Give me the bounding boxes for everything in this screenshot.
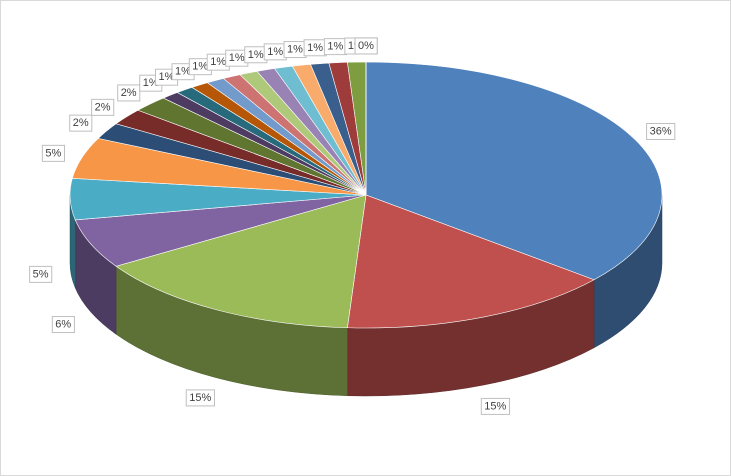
- data-labels: 36%15%15%6%5%5%2%2%2%1% 1% 1% 1% 1% 1% 1% 1% 1% 1…: [29, 37, 676, 415]
- data-label: 1%: [210, 56, 226, 68]
- data-label: 1%: [267, 46, 283, 58]
- pie-slice: [115, 194, 367, 329]
- data-label: 15%: [484, 400, 506, 412]
- data-label-box: [91, 98, 115, 116]
- data-label: 6%: [55, 319, 71, 331]
- data-label-box: [117, 84, 141, 102]
- pie-tops: [69, 61, 663, 329]
- data-label: 2%: [121, 87, 137, 99]
- data-label: 15%: [189, 392, 211, 404]
- data-label: 1%: [158, 71, 174, 83]
- data-label: 1%: [192, 61, 208, 73]
- data-label: 1%: [143, 77, 159, 89]
- data-label: 0%: [358, 40, 374, 52]
- pie-slice: [365, 61, 663, 281]
- data-label-box: [354, 37, 378, 55]
- data-label: 2%: [73, 117, 89, 129]
- data-label: 1%: [175, 66, 191, 78]
- pie-slice: [347, 194, 595, 329]
- data-label-box: [646, 122, 676, 140]
- data-label: 2%: [95, 101, 111, 113]
- pie-sides: [69, 194, 663, 397]
- data-label-box: [480, 397, 511, 415]
- data-label: 1%: [229, 52, 245, 64]
- data-label-box: [51, 316, 75, 334]
- data-label-box: [29, 265, 53, 283]
- data-label-box: [41, 144, 65, 162]
- data-label: 5%: [33, 268, 49, 280]
- data-label: 1%: [327, 41, 343, 53]
- data-label-box: [69, 114, 93, 132]
- data-label: 1%: [287, 44, 303, 56]
- data-label: 1%: [307, 42, 323, 54]
- data-label: 36%: [650, 125, 672, 137]
- data-label-box: [185, 389, 215, 407]
- data-label: 1%: [248, 49, 264, 61]
- data-label: 5%: [45, 147, 61, 159]
